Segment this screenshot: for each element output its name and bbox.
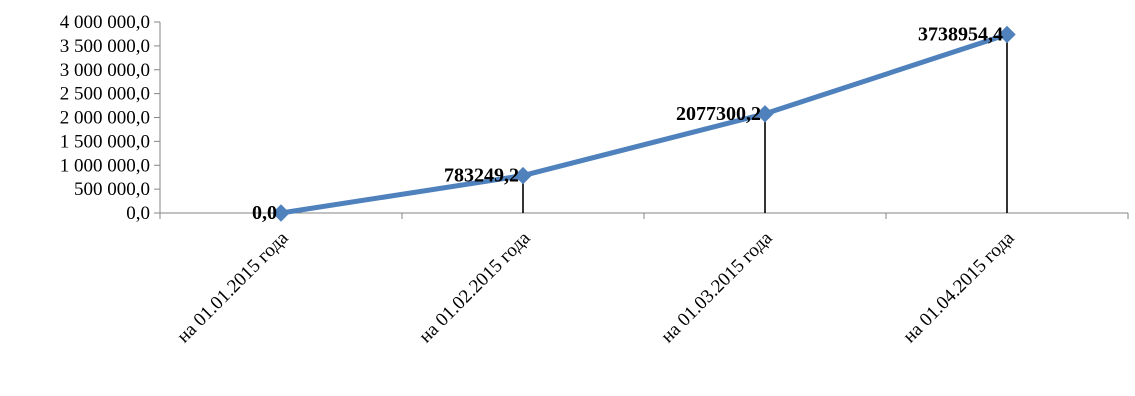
data-label: 2077300,2 — [676, 103, 761, 125]
y-tick-label: 1 000 000,0 — [60, 155, 150, 176]
y-tick-label: 2 500 000,0 — [60, 84, 150, 105]
data-point-marker — [998, 25, 1016, 44]
y-tick-label: 2 000 000,0 — [60, 108, 150, 129]
y-tick-label: 0,0 — [126, 203, 150, 224]
y-tick-label: 1 500 000,0 — [60, 131, 150, 152]
data-point-marker — [272, 204, 290, 222]
y-tick-label: 3 500 000,0 — [60, 36, 150, 57]
x-category-label: на 01.03.2015 года — [657, 227, 777, 347]
x-category-label: на 01.02.2015 года — [415, 227, 535, 347]
y-tick-label: 500 000,0 — [74, 179, 150, 200]
series-line — [278, 31, 1010, 216]
x-category-label: на 01.01.2015 года — [173, 227, 293, 347]
y-tick-label: 3 000 000,0 — [60, 60, 150, 81]
data-label: 3738954,4 — [918, 23, 1003, 45]
data-label: 0,0 — [252, 202, 277, 224]
data-label: 783249,2 — [444, 165, 519, 187]
data-point-marker — [756, 105, 774, 123]
x-category-label: на 01.04.2015 года — [899, 227, 1019, 347]
y-tick-label: 4 000 000,0 — [60, 12, 150, 33]
data-point-marker — [514, 166, 532, 185]
